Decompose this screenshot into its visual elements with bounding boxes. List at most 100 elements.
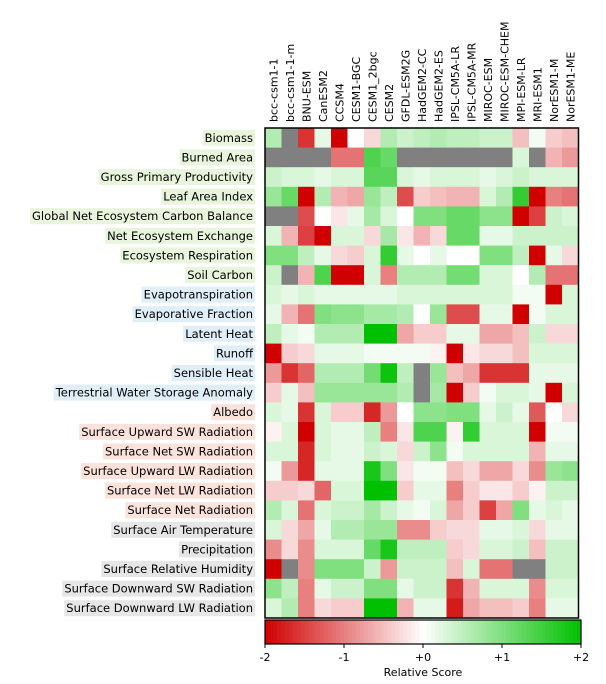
heatmap-cell: [479, 422, 497, 442]
heatmap-cell: [314, 441, 332, 462]
heatmap-cell: [281, 500, 299, 521]
colorbar-gradient-segment: [268, 620, 274, 644]
heatmap-cell: [364, 245, 381, 266]
heatmap-cell: [430, 265, 447, 286]
model-label-miroc-esm-chem: MIROC-ESM-CHEM: [498, 22, 511, 122]
colorbar-gradient-segment: [513, 620, 519, 644]
variable-label-background: [213, 345, 255, 362]
heatmap-cell: [479, 147, 497, 168]
heatmap-cell: [562, 128, 579, 148]
heatmap-cell: [463, 128, 480, 148]
heatmap-cell: [430, 284, 447, 305]
heatmap-cell: [265, 382, 282, 403]
heatmap-cell: [413, 284, 431, 305]
colorbar-gradient-segment: [434, 620, 440, 644]
heatmap-cell: [347, 500, 365, 521]
colorbar-gradient-segment: [296, 620, 302, 644]
heatmap-cell: [463, 245, 480, 266]
heatmap-cell: [331, 578, 348, 599]
model-label-ccsm4: CCSM4: [333, 83, 346, 122]
variable-label-text: Net Ecosystem Exchange: [107, 229, 253, 243]
heatmap-cell: [397, 343, 414, 364]
heatmap-cell: [463, 206, 480, 227]
heatmap-cell: [430, 559, 447, 580]
heatmap-cell: [364, 363, 381, 384]
heatmap-cell: [545, 206, 563, 227]
heatmap-cell: [281, 147, 299, 168]
heatmap-cell: [562, 480, 579, 501]
heatmap-cell: [314, 461, 332, 482]
heatmap-cell: [463, 147, 480, 168]
heatmap-cell: [347, 265, 365, 286]
variable-label-background: [30, 208, 255, 225]
colorbar-gradient-segment: [505, 620, 511, 644]
heatmap-cell: [298, 402, 315, 423]
heatmap-cell: [562, 461, 579, 482]
colorbar-gradient-segment: [446, 620, 452, 644]
heatmap-cell: [463, 304, 480, 325]
heatmap-cell: [479, 343, 497, 364]
heatmap-cell: [265, 461, 282, 482]
heatmap-cell: [545, 559, 563, 580]
heatmap-cell: [562, 578, 579, 599]
heatmap-cells: [265, 128, 579, 619]
heatmap-cell: [397, 500, 414, 521]
heatmap-cell: [314, 284, 332, 305]
heatmap-cell: [364, 461, 381, 482]
model-label-cesm1-2bgc: CESM1_2bgc: [366, 51, 379, 122]
heatmap-cell: [331, 226, 348, 246]
heatmap-cell: [545, 245, 563, 266]
model-label-cesm1-bgc: CESM1-BGC: [350, 56, 363, 122]
heatmap-cell: [430, 186, 447, 207]
variable-label-background: [105, 227, 255, 244]
heatmap-cell: [479, 245, 497, 266]
heatmap-cell: [397, 363, 414, 384]
model-label-bcc-csm1-1: bcc-csm1-1: [267, 58, 280, 122]
heatmap-cell: [364, 520, 381, 540]
heatmap-cell: [298, 578, 315, 599]
variable-label-text: Albedo: [213, 405, 253, 419]
heatmap-cell: [298, 206, 315, 227]
heatmap-cell: [562, 382, 579, 403]
heatmap-cell: [463, 402, 480, 423]
heatmap-cell: [545, 284, 563, 305]
heatmap-cell: [545, 167, 563, 188]
heatmap-cell: [314, 147, 332, 168]
colorbar-gradient-segment: [265, 620, 270, 644]
heatmap-cell: [364, 265, 381, 286]
heatmap-cell: [562, 598, 579, 619]
variable-label-text: Gross Primary Productivity: [101, 170, 254, 184]
heatmap-cell: [380, 500, 398, 521]
heatmap-cell: [331, 598, 348, 619]
heatmap-cell: [413, 422, 431, 442]
variable-label-text: Surface Net Radiation: [127, 503, 253, 517]
heatmap-cell: [347, 128, 365, 148]
heatmap-cell: [529, 598, 546, 619]
heatmap-cell: [430, 578, 447, 599]
heatmap-cell: [397, 206, 414, 227]
heatmap-cell: [430, 539, 447, 560]
heatmap-cell: [512, 245, 530, 266]
variable-label-background: [103, 443, 255, 460]
heatmap-cell: [479, 441, 497, 462]
heatmap-cell: [463, 324, 480, 344]
heatmap-cell: [529, 206, 546, 227]
heatmap-cell: [545, 578, 563, 599]
heatmap-cell: [562, 324, 579, 344]
heatmap-cell: [512, 559, 530, 580]
variable-label-background: [179, 149, 255, 166]
heatmap-cell: [545, 520, 563, 540]
colorbar-gradient-segment: [411, 620, 416, 644]
heatmap-cell: [430, 226, 447, 246]
colorbar-gradient-segment: [426, 620, 432, 644]
heatmap-cell: [479, 402, 497, 423]
heatmap-cell: [314, 578, 332, 599]
colorbar-gradient-segment: [419, 620, 424, 644]
heatmap-cell: [298, 128, 315, 148]
heatmap-cell: [347, 480, 365, 501]
heatmap-cell: [529, 441, 546, 462]
heatmap-cell: [496, 559, 513, 580]
heatmap-cell: [314, 539, 332, 560]
colorbar-tick-label: -2: [260, 651, 271, 664]
heatmap-cell: [364, 598, 381, 619]
